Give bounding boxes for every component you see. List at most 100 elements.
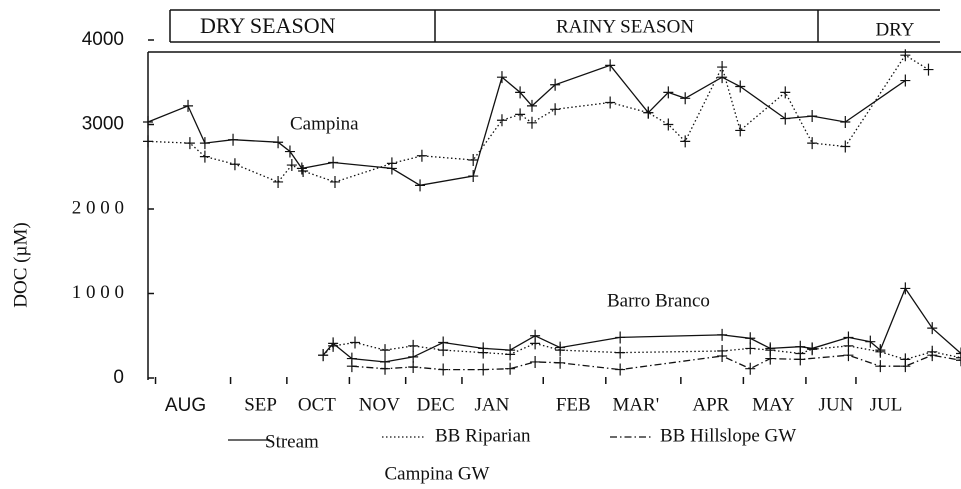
point-marker [505, 362, 516, 375]
point-marker [199, 137, 210, 150]
point-marker [143, 135, 153, 148]
y-tick-label: 3000 [82, 114, 124, 135]
y-tick-label: 2 0 0 0 [72, 197, 124, 218]
point-marker [875, 360, 886, 373]
point-marker [329, 175, 340, 188]
point-marker [745, 362, 756, 375]
point-marker [184, 137, 195, 150]
point-marker [717, 350, 728, 363]
point-marker [380, 362, 391, 375]
point-marker [298, 164, 309, 177]
point-marker [615, 363, 626, 376]
x-tick-label: MAY [752, 394, 795, 415]
point-marker [438, 363, 449, 376]
point-marker [680, 135, 691, 148]
x-tick-label: MAR' [612, 394, 659, 415]
x-tick-label: SEP [244, 394, 277, 415]
x-tick-label: AUG [165, 395, 206, 416]
point-marker [468, 170, 479, 183]
point-marker [923, 63, 934, 76]
point-marker [956, 354, 961, 367]
point-marker [807, 110, 818, 123]
point-marker [745, 332, 756, 345]
point-marker [530, 337, 541, 350]
point-marker [143, 115, 153, 128]
point-marker [328, 339, 339, 352]
point-marker [780, 86, 791, 99]
point-marker [530, 355, 541, 368]
point-marker [643, 106, 654, 119]
point-marker [284, 145, 295, 158]
point-marker [840, 140, 851, 153]
point-marker [717, 61, 728, 74]
legend-label: Stream [265, 431, 319, 452]
x-tick-label: JUN [819, 394, 854, 415]
point-marker [555, 344, 566, 357]
point-marker [386, 157, 397, 170]
y-tick-label: 4000 [82, 29, 124, 50]
point-marker [927, 322, 938, 335]
x-tick-label: OCT [298, 394, 336, 415]
point-marker [199, 150, 210, 163]
point-marker [615, 346, 626, 359]
y-tick-label: 1 0 0 0 [72, 282, 124, 303]
point-marker [663, 86, 674, 99]
point-marker [328, 156, 339, 169]
point-marker [478, 346, 489, 359]
point-marker [273, 175, 284, 188]
point-marker [478, 363, 489, 376]
point-marker [605, 96, 616, 109]
x-tick-label: APR [692, 394, 729, 415]
series-line [322, 341, 961, 361]
point-marker [735, 124, 746, 137]
point-marker [735, 80, 746, 93]
point-marker [795, 353, 806, 366]
point-marker [717, 328, 728, 341]
point-marker [183, 99, 194, 112]
point-marker [765, 352, 776, 365]
point-marker [900, 49, 911, 62]
point-marker [416, 149, 427, 162]
point-marker [615, 331, 626, 344]
point-marker [273, 136, 284, 149]
season-label: DRY SEASON [200, 13, 336, 38]
point-marker [555, 356, 566, 369]
x-tick-label: JUL [870, 394, 903, 415]
point-marker [780, 112, 791, 125]
point-marker [526, 99, 537, 112]
point-marker [900, 360, 911, 373]
point-marker [380, 344, 391, 357]
point-marker [663, 118, 674, 131]
point-marker [408, 339, 419, 352]
point-marker [956, 351, 961, 364]
point-marker [515, 108, 526, 121]
point-marker [927, 349, 938, 362]
point-marker [843, 349, 854, 362]
point-marker [807, 343, 818, 356]
point-marker [526, 116, 537, 129]
season-label: RAINY SEASON [556, 16, 694, 37]
point-marker [438, 344, 449, 357]
point-marker [286, 159, 297, 172]
point-marker [807, 137, 818, 150]
point-marker [745, 342, 756, 355]
legend-label: Campina GW [384, 463, 489, 484]
season-header: DRY SEASON RAINY SEASON DRY [169, 9, 940, 43]
x-tick-label: DEC [417, 394, 455, 415]
point-marker [408, 350, 419, 363]
y-axis-label: DOC (µM) [10, 222, 31, 307]
annotation: Campina [290, 113, 359, 134]
point-marker [550, 78, 561, 91]
point-marker [840, 115, 851, 128]
point-marker [505, 348, 516, 361]
point-marker [605, 59, 616, 72]
legend-label: BB Hillslope GW [660, 425, 796, 446]
point-marker [515, 86, 526, 99]
point-marker [468, 153, 479, 166]
point-marker [496, 114, 507, 127]
point-marker [956, 347, 961, 360]
point-marker [717, 71, 728, 84]
annotation: Barro Branco [607, 290, 710, 311]
point-marker [415, 179, 426, 192]
